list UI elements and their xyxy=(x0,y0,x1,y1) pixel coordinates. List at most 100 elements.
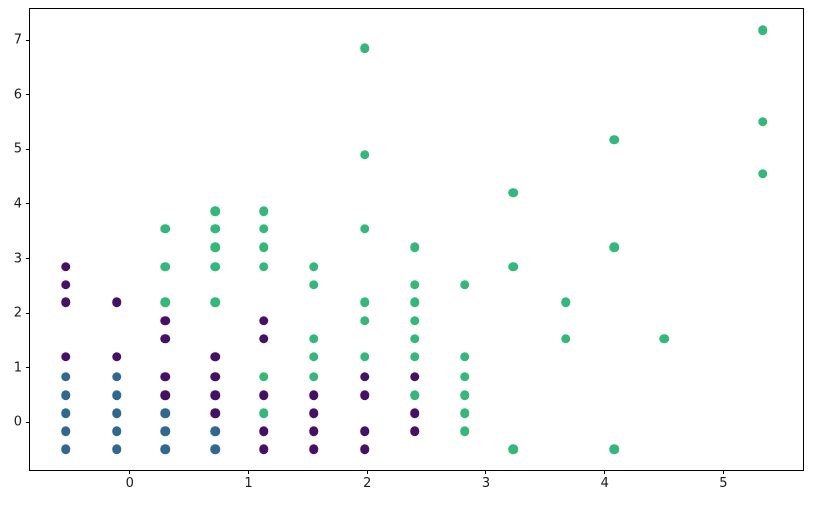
scatter-point-class-purple xyxy=(409,371,420,382)
scatter-point-class-green xyxy=(210,223,220,234)
scatter-point-class-green xyxy=(409,390,420,400)
scatter-point-class-blue xyxy=(210,426,220,436)
x-tick-mark xyxy=(485,470,487,474)
scatter-point-class-purple xyxy=(160,316,171,326)
scatter-point-class-green xyxy=(409,352,420,362)
scatter-point-class-blue xyxy=(60,371,71,382)
scatter-point-class-blue xyxy=(160,444,171,454)
scatter-point-class-green xyxy=(459,390,470,400)
scatter-point-class-blue xyxy=(60,408,71,418)
scatter-point-class-purple xyxy=(160,390,171,400)
scatter-point-class-green xyxy=(259,371,269,382)
scatter-point-class-blue xyxy=(160,426,171,436)
scatter-point-class-purple xyxy=(409,426,420,436)
scatter-point-class-purple xyxy=(210,408,220,418)
scatter-point-class-green xyxy=(360,352,370,362)
scatter-point-class-green xyxy=(360,43,370,54)
scatter-point-class-purple xyxy=(210,371,220,382)
scatter-point-class-green xyxy=(309,352,319,362)
scatter-point-class-green xyxy=(459,280,470,290)
scatter-point-class-purple xyxy=(210,352,220,362)
scatter-point-class-green xyxy=(757,25,768,36)
x-tick-label: 5 xyxy=(719,476,728,491)
scatter-point-class-purple xyxy=(309,408,319,418)
y-tick-mark xyxy=(26,312,30,314)
scatter-point-class-purple xyxy=(309,426,319,436)
x-tick-mark xyxy=(366,470,368,474)
x-tick-label: 3 xyxy=(481,476,491,491)
scatter-point-class-green xyxy=(210,242,220,252)
scatter-point-class-green xyxy=(409,334,420,344)
y-tick-mark xyxy=(26,367,30,369)
y-tick-mark xyxy=(26,148,30,150)
y-tick-label: 6 xyxy=(13,87,22,103)
scatter-point-class-green xyxy=(757,169,768,179)
y-tick-mark xyxy=(26,39,30,41)
scatter-point-class-purple xyxy=(111,297,122,308)
scatter-point-class-green xyxy=(360,150,370,160)
y-tick-label: 3 xyxy=(13,251,22,267)
scatter-point-class-blue xyxy=(60,390,71,400)
scatter-point-class-green xyxy=(609,134,619,145)
y-tick-mark xyxy=(26,203,30,205)
scatter-point-class-blue xyxy=(111,426,122,436)
scatter-point-class-green xyxy=(309,280,319,290)
x-tick-label: 1 xyxy=(244,476,253,491)
scatter-point-class-purple xyxy=(409,408,420,418)
x-tick-mark xyxy=(247,470,249,474)
scatter-point-class-green xyxy=(160,297,171,308)
scatter-point-class-green xyxy=(459,352,470,362)
x-tick-label: 0 xyxy=(125,476,134,491)
x-tick-mark xyxy=(722,470,724,474)
scatter-point-class-green xyxy=(560,334,571,344)
scatter-point-class-green xyxy=(659,334,669,344)
scatter-point-class-green xyxy=(210,297,220,308)
scatter-point-class-blue xyxy=(160,408,171,418)
scatter-point-class-green xyxy=(609,242,619,252)
scatter-point-class-green xyxy=(259,206,269,216)
y-tick-label: 5 xyxy=(13,141,22,157)
scatter-point-class-green xyxy=(609,444,619,454)
scatter-point-class-green xyxy=(259,262,269,272)
x-tick-mark xyxy=(604,470,606,474)
y-tick-mark xyxy=(26,94,30,96)
y-tick-label: 0 xyxy=(13,414,22,430)
scatter-point-class-green xyxy=(409,297,420,308)
scatter-point-class-green xyxy=(259,242,269,252)
scatter-point-class-blue xyxy=(111,408,122,418)
scatter-point-class-purple xyxy=(360,444,370,454)
scatter-point-class-green xyxy=(360,316,370,326)
scatter-point-class-purple xyxy=(259,390,269,400)
scatter-point-class-blue xyxy=(60,426,71,436)
scatter-point-class-green xyxy=(409,242,420,252)
scatter-point-class-green xyxy=(259,408,269,418)
x-tick-label: 2 xyxy=(363,476,372,491)
scatter-point-class-purple xyxy=(360,371,370,382)
scatter-point-class-green xyxy=(560,297,571,308)
scatter-point-class-green xyxy=(757,116,768,127)
scatter-point-class-green xyxy=(409,316,420,326)
scatter-point-class-purple xyxy=(259,316,269,326)
scatter-point-class-green xyxy=(160,262,171,272)
scatter-point-class-green xyxy=(459,408,470,418)
scatter-point-class-green xyxy=(259,223,269,234)
scatter-point-class-purple xyxy=(111,352,122,362)
plot-area: 0 1 2 3 4 5 0 1 2 3 4 5 6 7 xyxy=(14,8,804,490)
scatter-point-class-green xyxy=(459,426,470,436)
scatter-point-class-purple xyxy=(259,334,269,344)
scatter-point-class-purple xyxy=(60,280,71,290)
scatter-point-class-green xyxy=(309,262,319,272)
y-tick-label: 7 xyxy=(13,32,22,48)
y-tick-mark xyxy=(26,421,30,423)
scatter-point-class-blue xyxy=(60,444,71,454)
y-tick-label: 4 xyxy=(13,196,22,212)
y-tick-label: 1 xyxy=(13,360,22,376)
scatter-point-class-green xyxy=(508,444,519,454)
scatter-point-class-green xyxy=(508,187,519,198)
scatter-point-class-green xyxy=(508,262,519,272)
y-tick-label: 2 xyxy=(13,305,22,321)
scatter-point-class-blue xyxy=(111,444,122,454)
scatter-point-class-purple xyxy=(60,297,71,308)
scatter-point-class-purple xyxy=(360,426,370,436)
